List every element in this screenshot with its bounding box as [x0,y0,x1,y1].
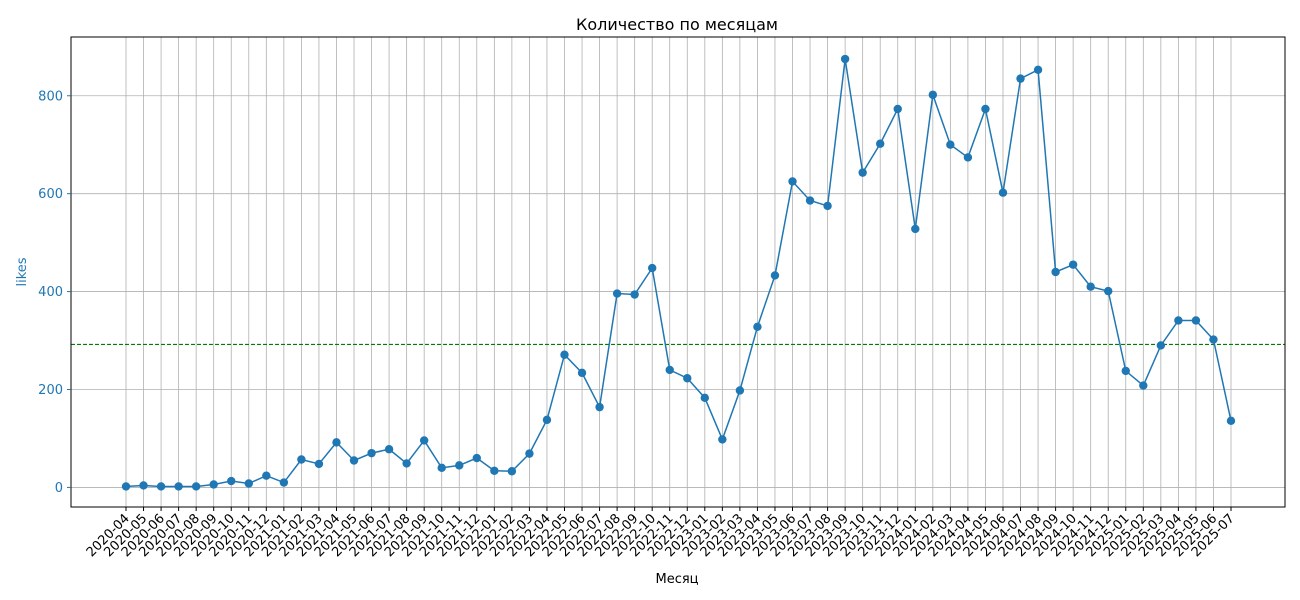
data-point [455,461,464,470]
data-point [490,466,499,475]
data-point [683,374,692,383]
data-point [174,482,183,491]
data-point [1156,341,1166,350]
y-tick-label: 0 [55,481,63,496]
data-point [384,445,394,454]
grid [71,37,1285,507]
data-point [402,459,411,468]
data-point [437,463,446,473]
data-point [472,453,481,463]
data-point [525,449,534,458]
data-point [998,188,1008,197]
data-point [262,471,271,480]
data-point [139,481,148,490]
data-point [946,140,955,149]
data-point [1068,260,1078,269]
y-axis: 0 200 400 600 800 [38,89,71,496]
data-point [770,271,780,280]
data-point [928,90,938,99]
data-point [577,368,587,378]
data-point [911,224,920,234]
data-point [595,402,604,412]
data-point [665,365,674,375]
data-point [1174,316,1183,325]
data-point [840,54,850,64]
data-point [823,201,832,211]
data-point [191,482,201,491]
data-point [1086,282,1095,291]
chart-title: Количество по месяцам [576,15,778,34]
y-axis-label: likes [15,257,30,286]
data-point [560,350,569,359]
data-point [893,104,902,114]
x-axis: 2020-042020-052020-062020-072020-082020-… [84,507,1238,560]
series-line [125,58,1232,488]
data-point [612,289,622,298]
data-point [349,456,359,465]
data-point [981,104,990,114]
data-point [718,435,727,444]
data-point [1016,74,1025,83]
x-axis-label: Месяц [655,572,698,587]
data-point [1191,316,1201,325]
data-point [1226,416,1236,426]
data-point [156,482,166,491]
data-point [963,153,973,162]
data-point [1121,366,1130,376]
data-point [700,393,710,403]
data-point [1104,286,1113,296]
data-point [1051,267,1060,277]
data-point [332,438,341,447]
data-point [297,455,306,464]
data-point [753,322,762,332]
data-point [876,139,885,148]
data-point [1139,381,1148,390]
data-point [419,436,429,445]
y-tick-label: 200 [38,383,63,398]
data-point [367,448,376,458]
data-point [244,479,253,488]
data-point [647,263,657,273]
data-point [630,290,639,299]
data-point [121,482,131,491]
data-point [279,478,289,487]
data-point [788,177,797,186]
y-tick-label: 800 [38,89,63,104]
data-point [542,415,552,425]
series-layer [121,54,1236,491]
data-point [735,386,745,395]
data-point [858,168,867,177]
y-tick-label: 600 [38,187,63,202]
y-tick-label: 400 [38,285,63,300]
data-point [227,476,236,486]
data-point [1033,65,1043,75]
data-point [507,467,517,476]
data-point [209,480,218,489]
data-point [805,196,815,205]
data-point [314,459,324,469]
data-point [1209,335,1218,344]
plot-frame [70,36,1286,508]
